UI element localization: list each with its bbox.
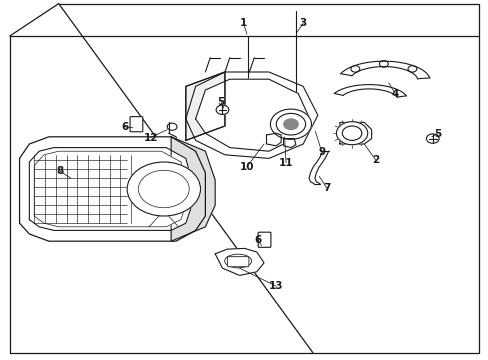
Text: 12: 12 bbox=[143, 132, 158, 143]
Polygon shape bbox=[185, 72, 224, 140]
Text: 13: 13 bbox=[268, 281, 283, 291]
Text: 2: 2 bbox=[371, 155, 378, 165]
Polygon shape bbox=[171, 137, 215, 241]
Text: 4: 4 bbox=[390, 89, 398, 99]
FancyBboxPatch shape bbox=[227, 257, 248, 267]
Polygon shape bbox=[29, 148, 190, 230]
Polygon shape bbox=[215, 248, 264, 275]
Text: 6: 6 bbox=[121, 122, 128, 132]
Text: 1: 1 bbox=[240, 18, 246, 28]
Polygon shape bbox=[185, 72, 317, 158]
Polygon shape bbox=[339, 122, 371, 144]
Text: 8: 8 bbox=[56, 166, 63, 176]
FancyBboxPatch shape bbox=[258, 232, 270, 247]
Circle shape bbox=[127, 162, 200, 216]
Text: 7: 7 bbox=[322, 183, 330, 193]
Text: 5: 5 bbox=[433, 129, 440, 139]
Text: 5: 5 bbox=[217, 96, 224, 107]
Ellipse shape bbox=[224, 254, 251, 268]
Polygon shape bbox=[34, 151, 185, 227]
Polygon shape bbox=[20, 137, 205, 241]
Text: 9: 9 bbox=[318, 147, 325, 157]
Text: 11: 11 bbox=[278, 158, 293, 168]
Polygon shape bbox=[266, 133, 281, 146]
Circle shape bbox=[270, 109, 311, 139]
Polygon shape bbox=[185, 72, 224, 140]
FancyBboxPatch shape bbox=[130, 117, 142, 132]
Text: 3: 3 bbox=[299, 18, 306, 28]
Circle shape bbox=[336, 122, 367, 145]
Circle shape bbox=[216, 105, 228, 114]
Text: 10: 10 bbox=[239, 162, 254, 172]
Polygon shape bbox=[195, 79, 307, 151]
Circle shape bbox=[426, 134, 438, 143]
Polygon shape bbox=[283, 139, 295, 148]
Circle shape bbox=[283, 119, 298, 130]
Text: 6: 6 bbox=[254, 235, 261, 245]
